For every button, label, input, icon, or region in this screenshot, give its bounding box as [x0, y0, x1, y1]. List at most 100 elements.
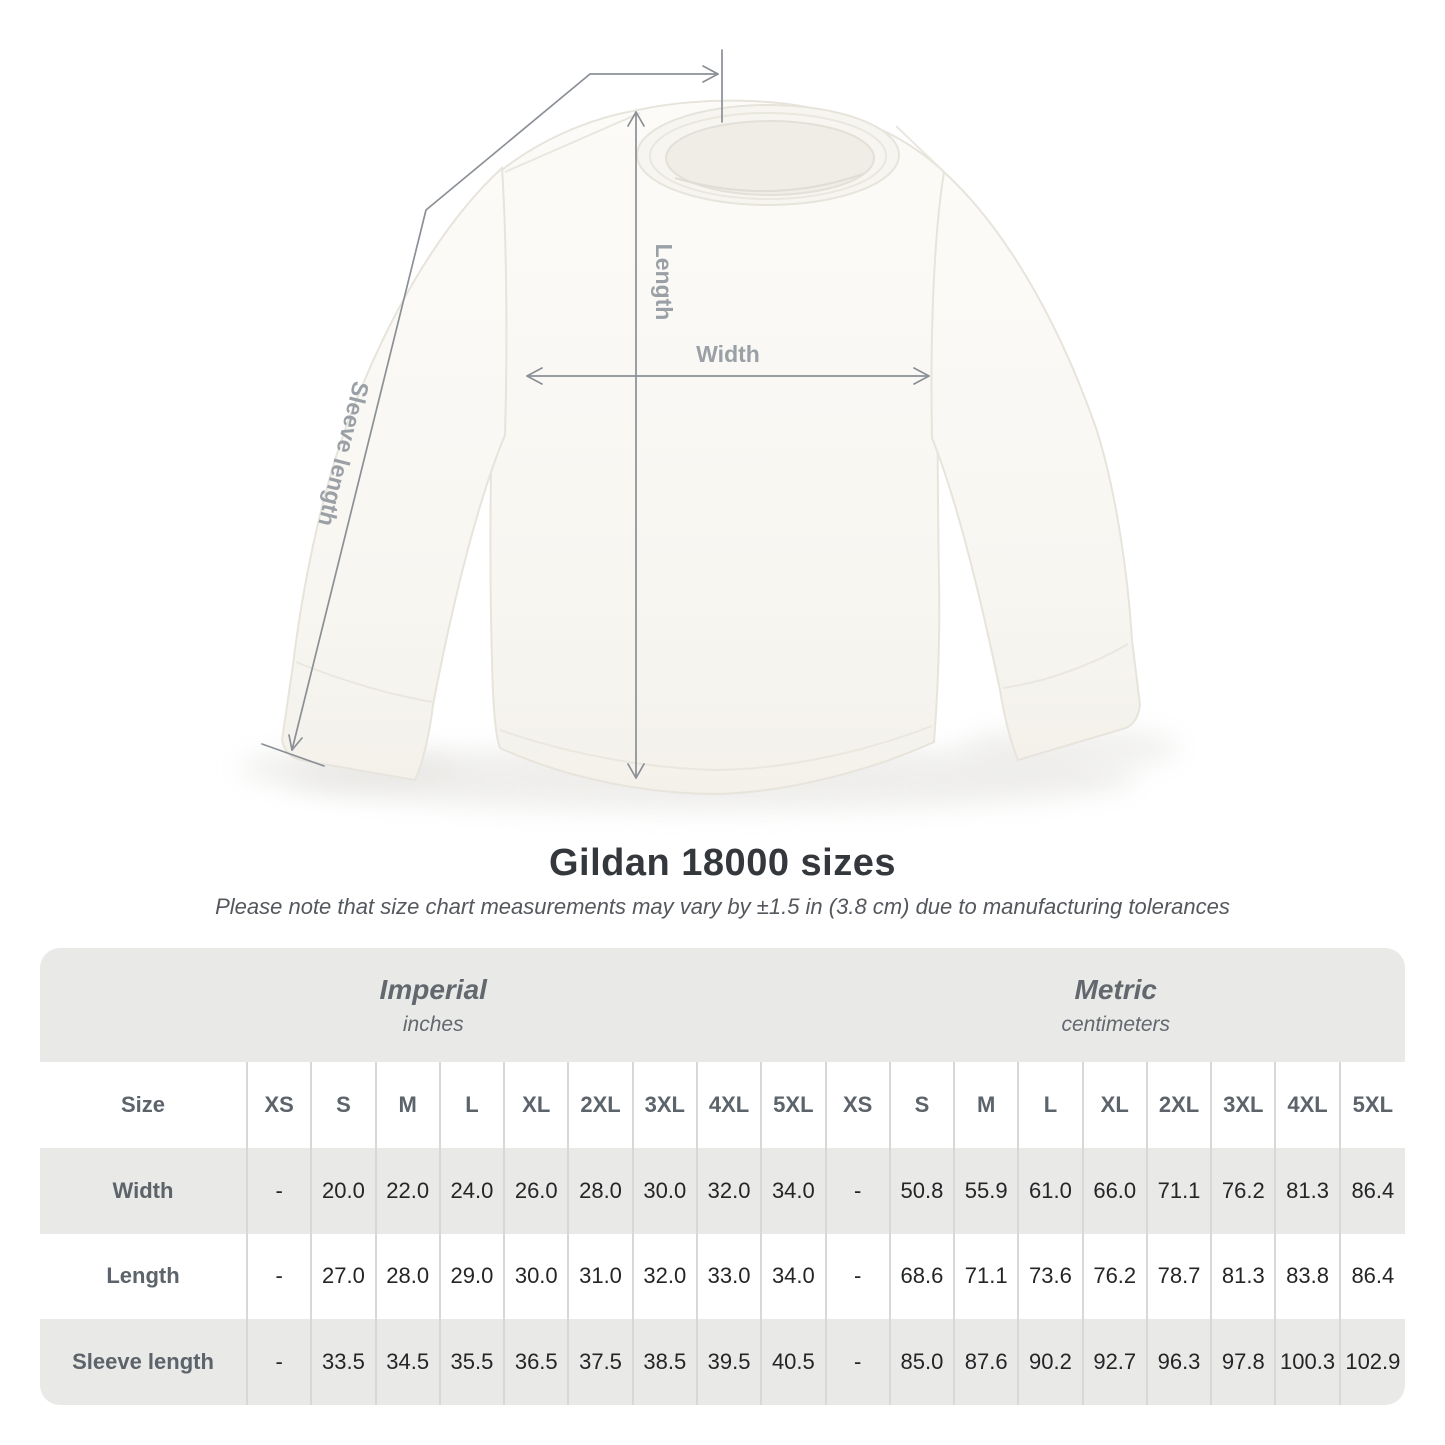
row-label: Sleeve length: [40, 1319, 248, 1405]
value-cell: 29.0: [441, 1233, 506, 1320]
sweatshirt-illustration: [280, 99, 1142, 796]
value-cell: 87.6: [955, 1319, 1020, 1405]
column-header: XS: [248, 1062, 313, 1148]
value-cell: 30.0: [634, 1147, 698, 1234]
value-cell: 37.5: [569, 1319, 634, 1405]
column-header: S: [312, 1062, 377, 1148]
value-cell: 30.0: [505, 1233, 570, 1320]
value-cell: 83.8: [1276, 1233, 1341, 1320]
column-header: XL: [1084, 1062, 1148, 1148]
value-cell: 36.5: [505, 1319, 570, 1405]
page-title: Gildan 18000 sizes: [549, 842, 896, 884]
imperial-unit: inches: [402, 1012, 464, 1036]
value-cell: 34.5: [377, 1319, 441, 1405]
imperial-label: Imperial: [379, 973, 487, 1005]
unit-header-band: Imperial inches Metric centimeters: [40, 948, 1405, 1062]
value-cell: 90.2: [1019, 1319, 1084, 1405]
value-cell: 28.0: [569, 1147, 634, 1234]
value-cell: -: [827, 1147, 891, 1234]
value-cell: 31.0: [569, 1233, 634, 1320]
size-table: Imperial inches Metric centimeters Size X…: [40, 948, 1405, 1405]
column-header: M: [955, 1062, 1020, 1148]
column-header: 4XL: [1276, 1062, 1341, 1148]
column-header: 2XL: [1148, 1062, 1213, 1148]
value-cell: 61.0: [1019, 1147, 1084, 1234]
value-cell: -: [827, 1319, 891, 1405]
sweatshirt-body: [489, 99, 946, 796]
column-header: 5XL: [762, 1062, 827, 1148]
table-row: Sleeve length -33.5 34.5 35.5 36.5 37.5 38.5 39…: [40, 1319, 1405, 1405]
value-cell: 97.8: [1212, 1319, 1277, 1405]
value-cell: 22.0: [377, 1147, 441, 1234]
value-cell: 38.5: [634, 1319, 698, 1405]
column-header: M: [377, 1062, 441, 1148]
value-cell: 96.3: [1148, 1319, 1213, 1405]
row-label: Width: [40, 1147, 248, 1234]
column-header: 4XL: [698, 1062, 763, 1148]
value-cell: 34.0: [762, 1147, 827, 1234]
value-cell: 28.0: [377, 1233, 441, 1320]
value-cell: 78.7: [1148, 1233, 1213, 1320]
value-cell: -: [248, 1233, 313, 1320]
width-label: Width: [696, 341, 760, 367]
value-cell: 86.4: [1351, 1177, 1395, 1203]
tolerance-note: Please note that size chart measurements…: [215, 894, 1230, 919]
value-cell: 85.0: [891, 1319, 956, 1405]
metric-label: Metric: [1074, 973, 1157, 1005]
column-header: 2XL: [569, 1062, 634, 1148]
value-cell: 76.2: [1084, 1233, 1148, 1320]
value-cell: 66.0: [1084, 1147, 1148, 1234]
value-cell: 71.1: [1148, 1147, 1213, 1234]
length-measure-line: [627, 111, 645, 779]
sweatshirt-neck-opening: [665, 120, 875, 196]
value-cell: -: [827, 1233, 891, 1320]
metric-group-header: Metric centimeters: [827, 948, 1406, 1062]
size-table-rows: Size XS S M L XL 2XL 3XL 4XL 5XL XS S M L XL 2XL 3XL 4XL 5…: [40, 1062, 1405, 1405]
value-cell: 71.1: [955, 1233, 1020, 1320]
row-label: Length: [40, 1233, 248, 1320]
imperial-group-header: Imperial inches: [40, 948, 827, 1062]
width-measure-line: [526, 367, 930, 385]
value-cell: 34.0: [762, 1233, 827, 1320]
value-cell: 68.6: [891, 1233, 956, 1320]
column-header: 3XL: [1212, 1062, 1277, 1148]
metric-unit: centimeters: [1061, 1012, 1171, 1036]
sleeve-measure-line: [261, 49, 723, 767]
table-row: Length -27.0 28.0 29.0 30.0 31.0 32.0 33.0 34.0-…: [40, 1233, 1405, 1320]
value-cell: 26.0: [505, 1147, 570, 1234]
column-header: 5XL: [1352, 1091, 1394, 1117]
sweatshirt-right-sleeve: [930, 170, 1142, 762]
column-header: XS: [827, 1062, 891, 1148]
value-cell: 33.5: [312, 1319, 377, 1405]
value-cell: -: [248, 1147, 313, 1234]
value-cell: 35.5: [441, 1319, 506, 1405]
column-header: S: [891, 1062, 956, 1148]
table-row: Width -20.0 22.0 24.0 26.0 28.0 30.0 32.0 34.0-5…: [40, 1147, 1405, 1234]
value-cell: -: [248, 1319, 313, 1405]
value-cell: 76.2: [1212, 1147, 1277, 1234]
value-cell: 39.5: [698, 1319, 763, 1405]
sweatshirt-diagram: Length Width Sleeve length: [240, 49, 1180, 810]
value-cell: 86.4: [1351, 1263, 1395, 1289]
value-cell: 81.3: [1276, 1147, 1341, 1234]
measurement-lines: [261, 49, 930, 779]
column-header: XL: [505, 1062, 570, 1148]
value-cell: 92.7: [1084, 1319, 1148, 1405]
length-label: Length: [651, 244, 677, 321]
value-cell: 73.6: [1019, 1233, 1084, 1320]
size-column-header: Size: [40, 1062, 248, 1148]
value-cell: 81.3: [1212, 1233, 1277, 1320]
value-cell: 100.3: [1276, 1319, 1341, 1405]
value-cell: 102.9: [1345, 1349, 1401, 1375]
value-cell: 27.0: [312, 1233, 377, 1320]
value-cell: 33.0: [698, 1233, 763, 1320]
value-cell: 24.0: [441, 1147, 506, 1234]
column-header: L: [1019, 1062, 1084, 1148]
value-cell: 40.5: [762, 1319, 827, 1405]
value-cell: 32.0: [698, 1147, 763, 1234]
value-cell: 20.0: [312, 1147, 377, 1234]
value-cell: 32.0: [634, 1233, 698, 1320]
column-header: L: [441, 1062, 506, 1148]
value-cell: 55.9: [955, 1147, 1020, 1234]
